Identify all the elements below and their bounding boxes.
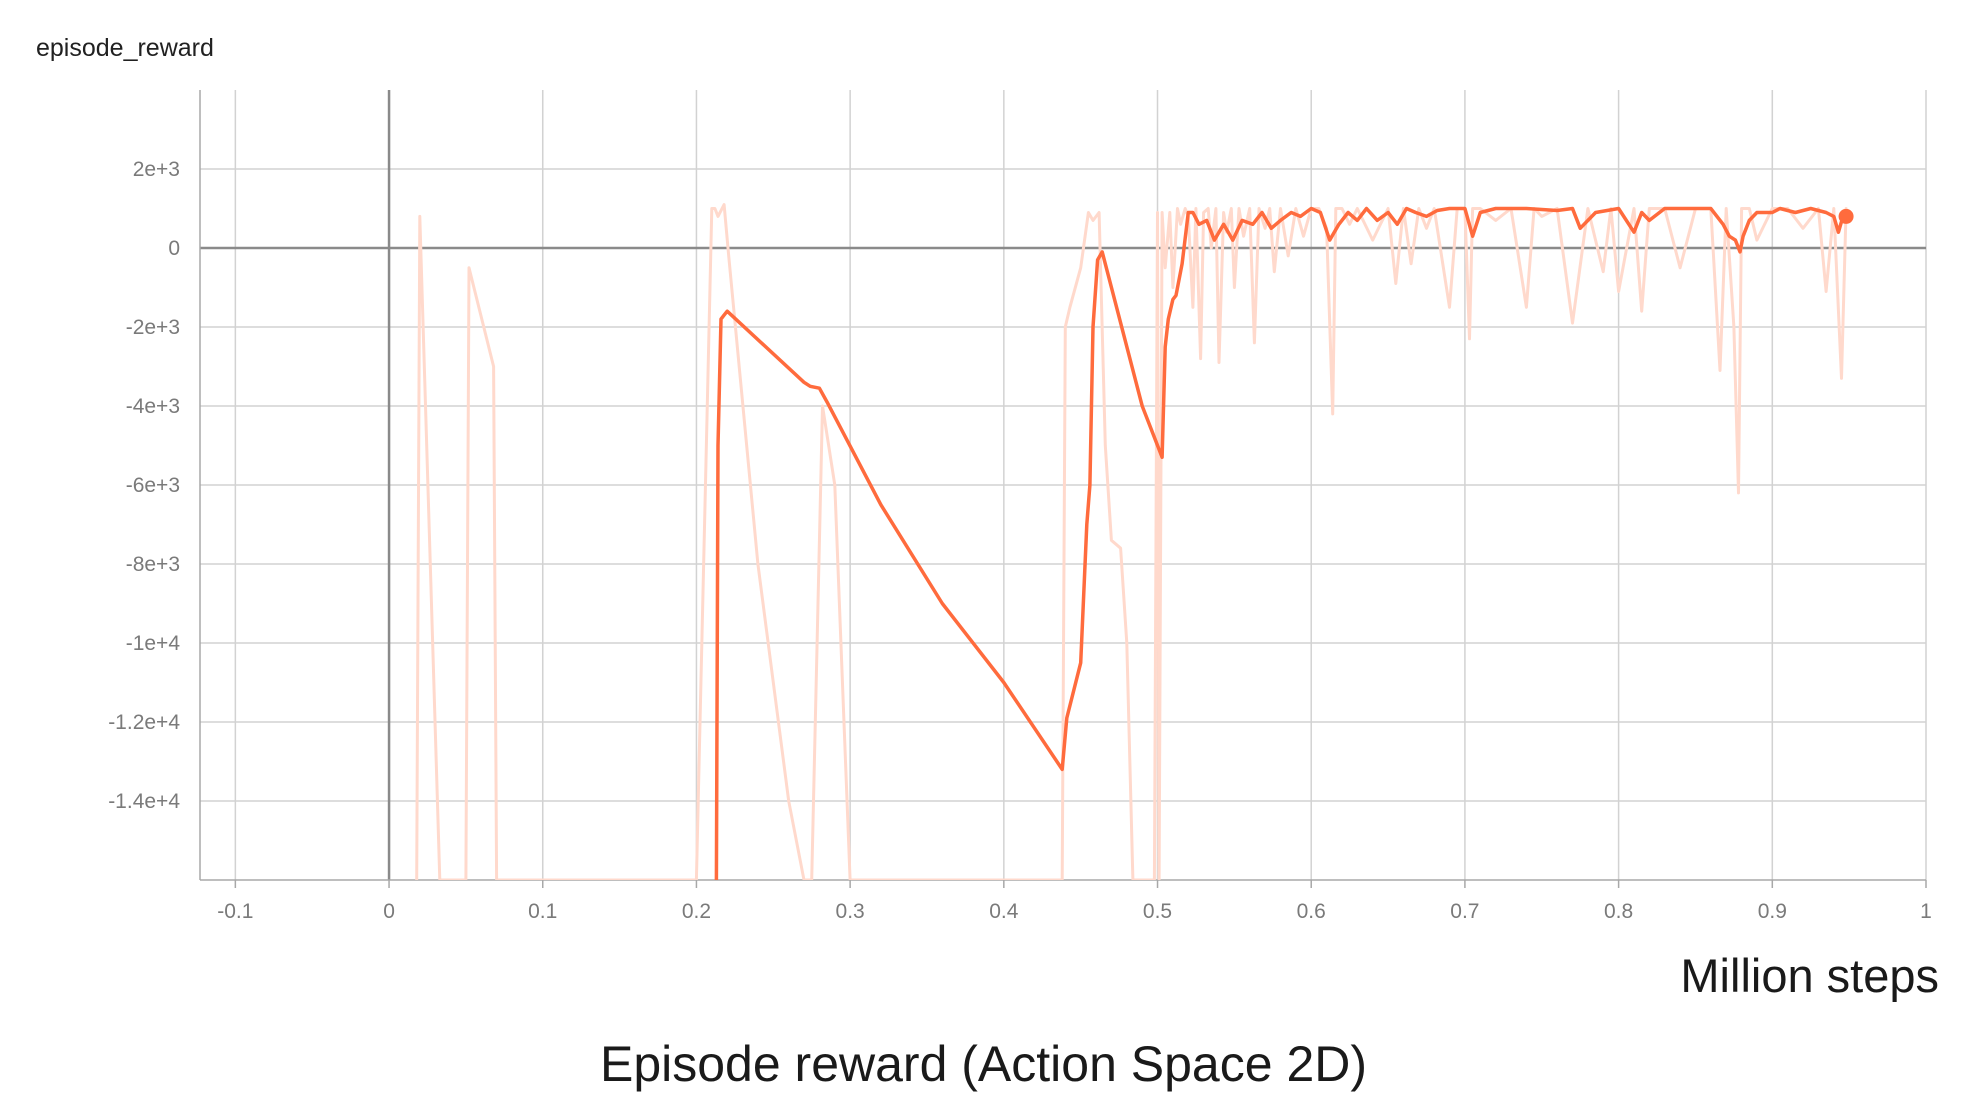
x-tick-label: 0 bbox=[383, 900, 395, 923]
last-value-marker bbox=[1838, 208, 1854, 224]
x-tick-label: 0.4 bbox=[989, 900, 1019, 923]
x-tick-label: 0.5 bbox=[1143, 900, 1172, 923]
x-tick-label: 0.7 bbox=[1450, 900, 1479, 923]
y-tick-label: -2e+3 bbox=[126, 316, 180, 339]
smoothed-reward-line bbox=[714, 206, 1848, 880]
series-layer bbox=[415, 203, 1854, 880]
x-tick-label: 0.3 bbox=[836, 900, 865, 923]
x-tick-label: 0.6 bbox=[1297, 900, 1326, 923]
y-tick-label: -4e+3 bbox=[126, 395, 180, 418]
y-tick-label: -1e+4 bbox=[126, 632, 181, 655]
raw-reward-line bbox=[415, 203, 1848, 880]
y-tick-labels: 2e+3 0 -2e+3 -4e+3 -6e+3 -8e+3 -1e+4 -1.2e+4 -1.… bbox=[108, 158, 180, 813]
y-tick-label: 0 bbox=[168, 237, 180, 260]
chart-title: episode_reward bbox=[36, 34, 214, 62]
y-tick-label: 2e+3 bbox=[133, 158, 180, 181]
x-tick-labels: -0.1 0 0.1 0.2 0.3 0.4 0.5 0.6 0.7 0.8 0.9 1 bbox=[217, 900, 1932, 923]
x-tick-label: 0.2 bbox=[682, 900, 711, 923]
y-tick-label: -6e+3 bbox=[126, 474, 180, 497]
y-tick-label: -1.2e+4 bbox=[108, 711, 180, 734]
figure-caption: Episode reward (Action Space 2D) bbox=[599, 1036, 1368, 1092]
x-tick-label: 1 bbox=[1920, 900, 1932, 923]
x-tick-label: 0.8 bbox=[1604, 900, 1633, 923]
x-axis-label: Million steps bbox=[1680, 949, 1939, 1002]
y-tick-label: -8e+3 bbox=[126, 553, 180, 576]
y-tick-label: -1.4e+4 bbox=[108, 790, 180, 813]
x-tick-label: 0.1 bbox=[528, 900, 557, 923]
x-tick-label: 0.9 bbox=[1758, 900, 1787, 923]
x-tick-label: -0.1 bbox=[217, 900, 253, 923]
